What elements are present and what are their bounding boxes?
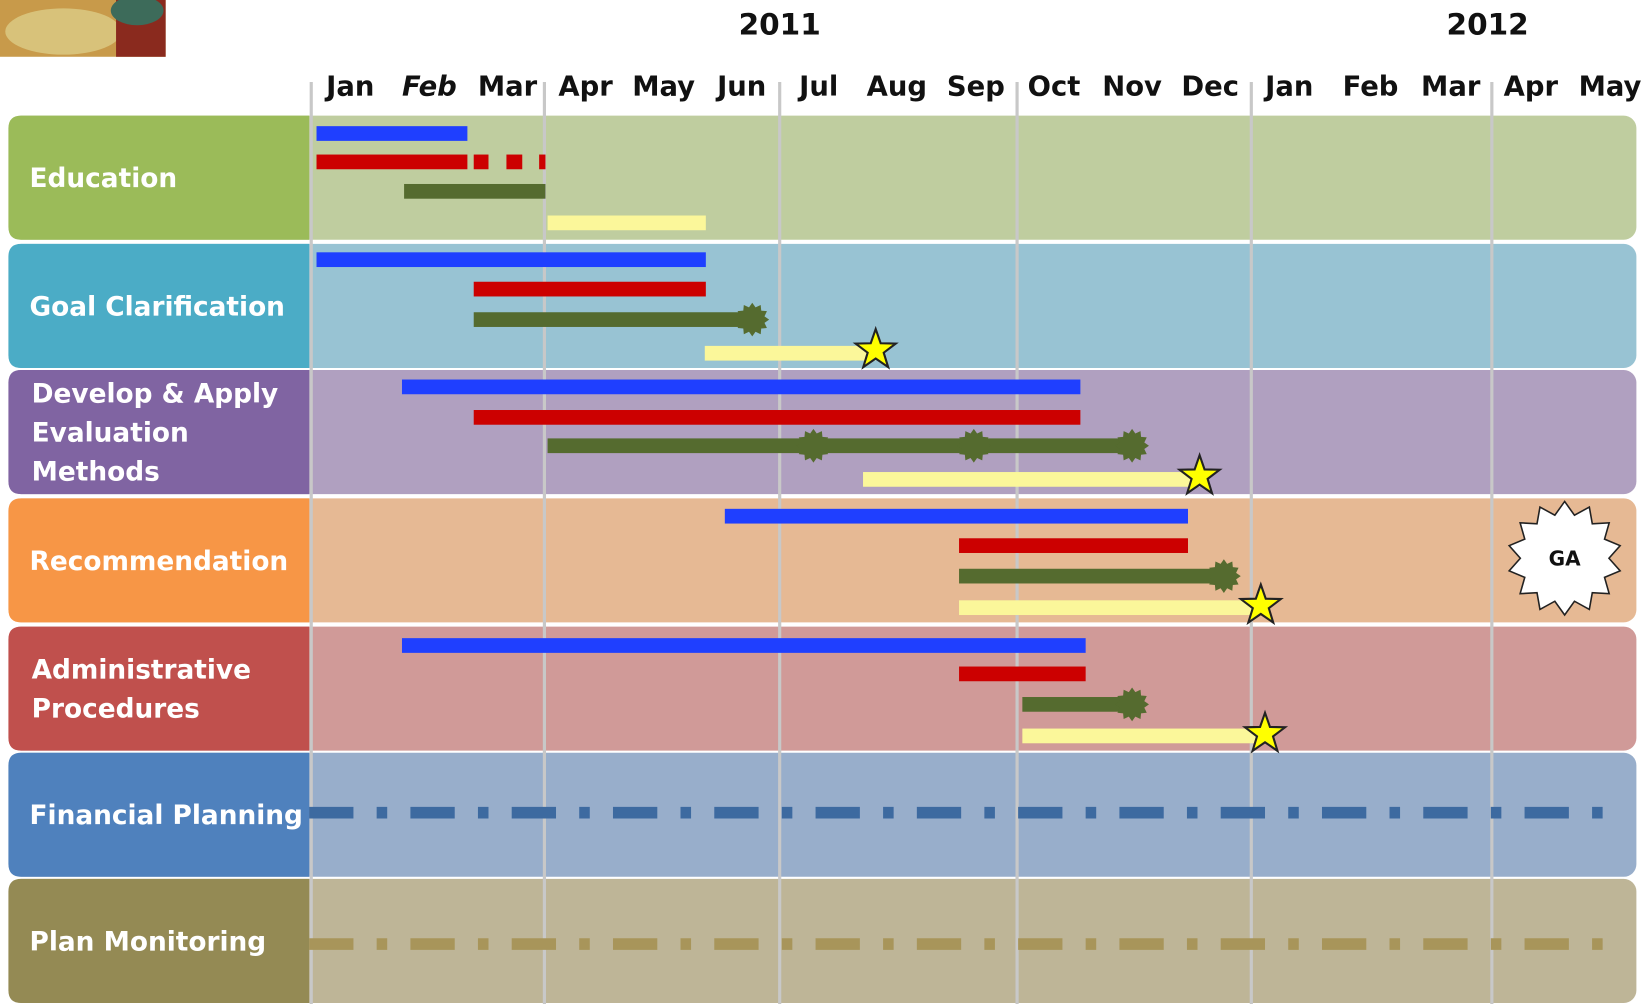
- month-label: May: [632, 72, 695, 103]
- task-bar: [539, 155, 545, 170]
- month-label: May: [1579, 72, 1642, 103]
- row-label: Goal Clarification: [30, 292, 285, 322]
- month-label: Mar: [1421, 72, 1481, 103]
- row-label: Financial Planning: [30, 801, 303, 831]
- row-label: Procedures: [32, 695, 200, 725]
- month-label: Jun: [715, 72, 766, 103]
- task-bar: [863, 472, 1200, 487]
- row-label: Education: [30, 164, 178, 194]
- month-label: Jan: [1263, 72, 1313, 103]
- task-bar: [506, 155, 522, 170]
- row-label: Evaluation: [32, 419, 189, 449]
- row-label: Methods: [32, 457, 160, 487]
- ga-label: GA: [1549, 547, 1581, 571]
- task-bar: [474, 312, 753, 327]
- task-bar: [725, 509, 1188, 524]
- timeline-chart: Education Goal Clarification Develop & App…: [0, 0, 1648, 1004]
- task-bar: [474, 410, 1081, 425]
- year-label: 2011: [739, 8, 821, 42]
- task-bar: [548, 216, 706, 231]
- month-label: Jan: [324, 72, 374, 103]
- month-label: Jul: [797, 72, 838, 103]
- task-bar: [959, 538, 1188, 553]
- row-label: Develop & Apply: [32, 380, 279, 410]
- task-bar: [317, 252, 706, 267]
- task-bar: [959, 569, 1224, 584]
- task-bar: [474, 282, 706, 297]
- thumbnail: [0, 0, 166, 57]
- row-label: Plan Monitoring: [30, 927, 267, 957]
- month-label: Oct: [1028, 72, 1081, 103]
- task-bar: [404, 184, 545, 199]
- task-bar: [317, 126, 468, 141]
- task-bar: [402, 380, 1080, 395]
- task-bar: [548, 438, 1133, 453]
- task-bar: [959, 667, 1086, 682]
- month-label: Feb: [402, 72, 457, 103]
- task-bar: [959, 600, 1261, 615]
- task-bar: [1022, 729, 1265, 744]
- month-label: Mar: [478, 72, 538, 103]
- month-label: Apr: [558, 72, 613, 103]
- task-bar: [317, 155, 468, 170]
- row-label: Recommendation: [30, 547, 289, 577]
- month-label: Apr: [1504, 72, 1559, 103]
- row-label: Administrative: [32, 656, 251, 686]
- month-label: Sep: [947, 72, 1005, 103]
- task-bar: [474, 155, 489, 170]
- month-label: Feb: [1343, 72, 1399, 103]
- month-label: Nov: [1102, 72, 1162, 103]
- task-bar: [402, 638, 1086, 653]
- month-label: Dec: [1181, 72, 1239, 103]
- row-header: [8, 627, 309, 751]
- month-label: Aug: [867, 72, 927, 103]
- task-bar: [705, 346, 876, 361]
- year-label: 2012: [1447, 8, 1529, 42]
